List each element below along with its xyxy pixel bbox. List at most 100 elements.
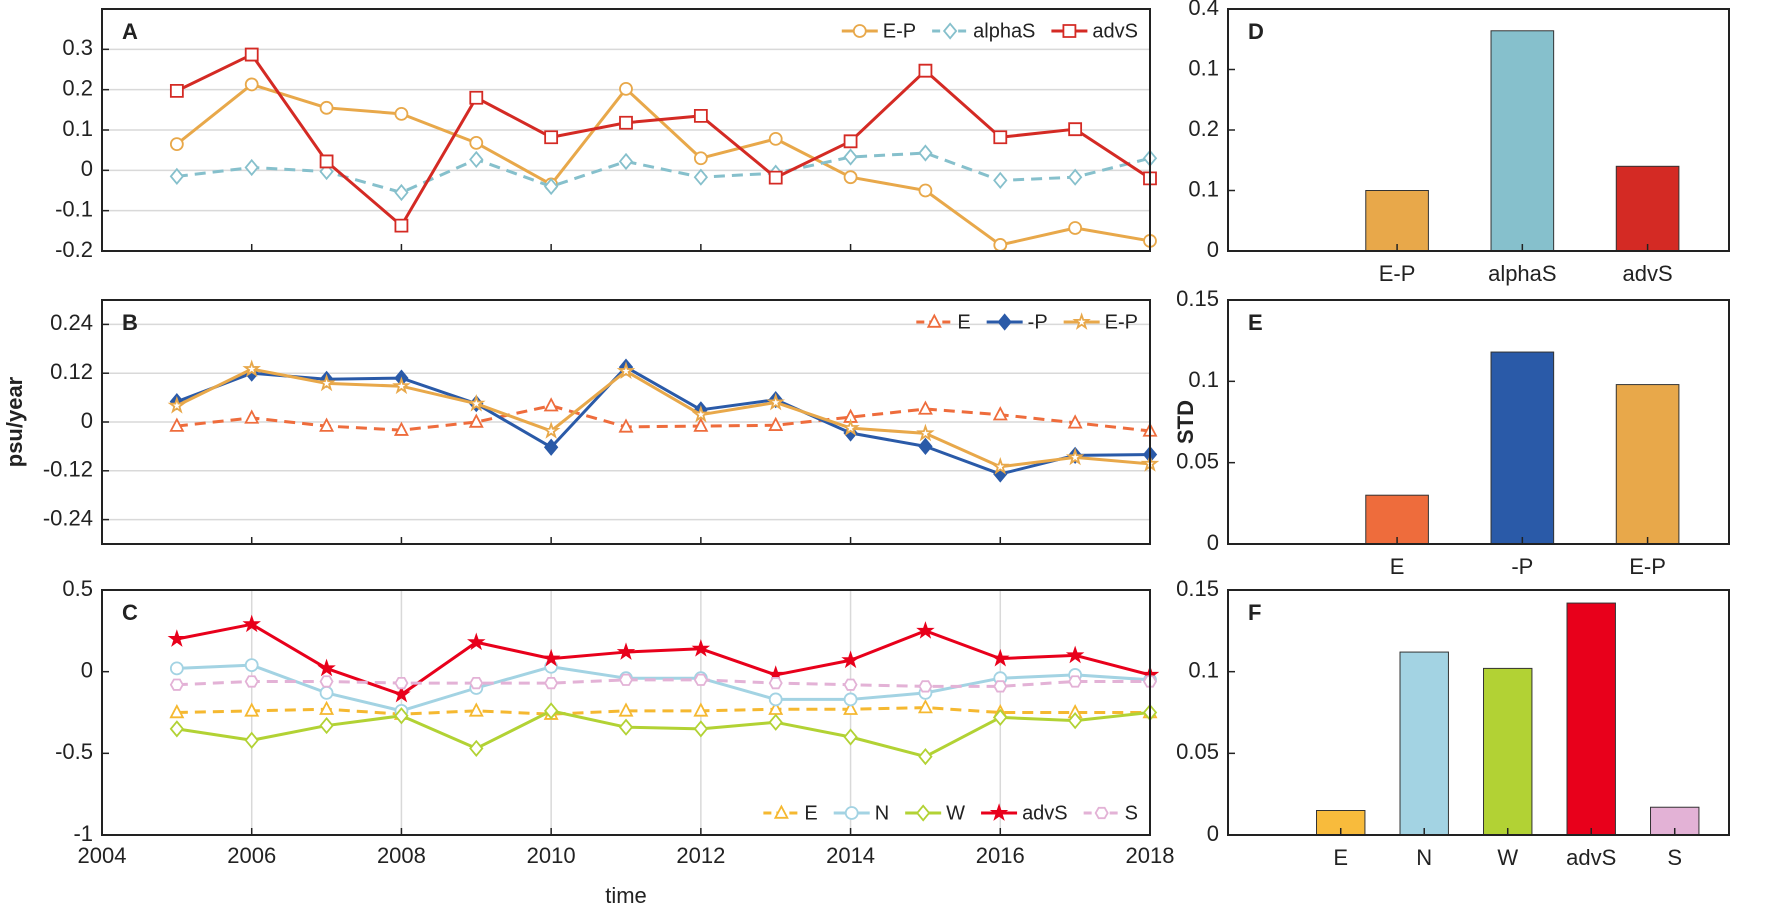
axes-frame (101, 299, 1151, 545)
marker (618, 152, 634, 171)
y-tick-label: 0 (1207, 237, 1219, 262)
legend-label: alphaS (973, 20, 1035, 42)
legend-item: E (916, 311, 971, 333)
bar (1399, 651, 1449, 836)
x-tick-label: 2006 (227, 843, 276, 868)
marker (468, 702, 484, 717)
panel-label: A (122, 19, 138, 44)
marker (169, 703, 185, 719)
marker (541, 648, 561, 667)
bar (1365, 190, 1429, 252)
marker (693, 702, 709, 717)
y-tick-label: -0.24 (43, 505, 93, 530)
x-tick-label: 2012 (676, 843, 725, 868)
y-tick-label: 0.1 (1188, 657, 1219, 682)
marker (244, 158, 259, 177)
marker (773, 804, 789, 819)
legend: E -P E-P (916, 311, 1138, 333)
marker (942, 22, 958, 40)
marker (319, 686, 334, 700)
legend-item: alphaS (932, 20, 1035, 42)
x-tick-label: E (1333, 845, 1348, 870)
marker (843, 170, 858, 185)
marker (841, 418, 860, 436)
axes-frame (101, 8, 1151, 252)
y-tick-label: 0.1 (1188, 55, 1219, 80)
legend-label: E (957, 311, 970, 333)
x-axis-label: time (605, 883, 647, 908)
legend-label: advS (1092, 20, 1138, 42)
marker (916, 423, 935, 442)
marker (693, 151, 708, 166)
x-tick-label: 2014 (826, 843, 875, 868)
marker (768, 170, 783, 185)
marker (993, 708, 1008, 727)
marker (244, 702, 260, 717)
y-tick-label: 0.24 (50, 310, 93, 335)
marker (169, 720, 185, 738)
bar (1490, 30, 1555, 252)
marker (917, 699, 933, 714)
legend-item: advS (981, 802, 1068, 824)
marker (993, 130, 1008, 145)
marker (317, 373, 336, 392)
bar (1483, 667, 1533, 836)
marker (392, 684, 411, 703)
marker (319, 700, 335, 715)
legend-label: -P (1028, 311, 1048, 333)
x-tick-label: E-P (1629, 554, 1666, 579)
marker (244, 47, 259, 62)
marker (991, 457, 1010, 475)
marker (244, 731, 259, 749)
marker (167, 396, 187, 414)
series-line (175, 82, 1151, 247)
marker (993, 171, 1008, 190)
marker (1068, 122, 1083, 137)
marker (1067, 168, 1083, 186)
marker (993, 680, 1008, 693)
marker (543, 702, 559, 720)
panel-label: E (1248, 310, 1263, 335)
marker (543, 177, 559, 196)
marker (843, 134, 858, 149)
marker (244, 658, 259, 673)
marker (169, 83, 184, 98)
x-tick-label: N (1416, 845, 1432, 870)
marker (993, 238, 1008, 252)
marker (319, 716, 334, 735)
y-tick-label: 0.2 (1188, 116, 1219, 141)
x-tick-label: E-P (1379, 261, 1416, 286)
x-tick-label: S (1667, 845, 1682, 870)
marker (319, 100, 334, 115)
axes-frame (1227, 8, 1730, 252)
y-axis-label: psu/year (2, 376, 27, 467)
bar (1615, 384, 1680, 545)
y-tick-label: 0.4 (1188, 0, 1219, 20)
marker (618, 718, 634, 736)
series-line (176, 151, 1151, 195)
x-tick-label: 2016 (976, 843, 1025, 868)
marker (541, 421, 561, 439)
y-tick-label: 0.05 (1176, 739, 1219, 764)
marker (997, 313, 1012, 331)
y-tick-label: 0.1 (1188, 367, 1219, 392)
marker (843, 148, 858, 166)
marker (918, 680, 933, 693)
marker (319, 154, 334, 169)
marker (918, 144, 933, 162)
panel-label: F (1248, 600, 1261, 625)
marker (843, 692, 858, 707)
marker (691, 404, 711, 423)
marker (691, 639, 711, 657)
x-tick-label: W (1497, 845, 1518, 870)
y-tick-label: 0.12 (50, 359, 93, 384)
legend-item: W (905, 802, 965, 824)
legend-label: E (804, 802, 817, 824)
marker (916, 621, 935, 639)
marker (768, 131, 783, 146)
marker (918, 437, 933, 456)
marker (469, 136, 484, 150)
